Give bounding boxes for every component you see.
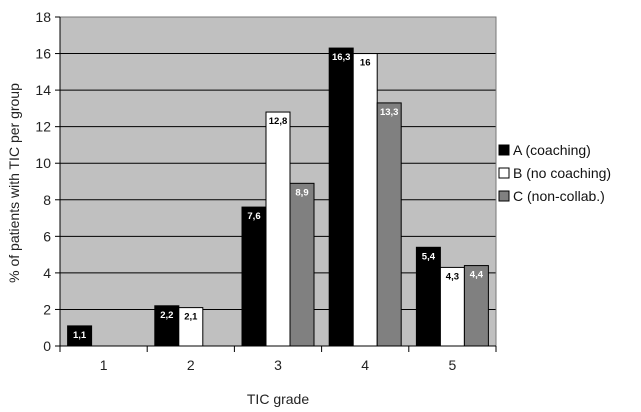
legend: A (coaching) B (no coaching) C (non-collab… <box>498 142 611 204</box>
y-axis-title: % of patients with TIC per group <box>6 83 22 283</box>
data-label: 4,4 <box>470 270 484 281</box>
y-tick-label: 6 <box>43 228 51 244</box>
bar-a-grade-5 <box>415 246 441 347</box>
data-label: 4,3 <box>446 271 459 282</box>
data-label: 1,1 <box>73 330 87 341</box>
bar-a-grade-2 <box>154 305 180 347</box>
data-label: 5,4 <box>422 251 436 262</box>
legend-swatch <box>498 167 510 179</box>
bar-b-grade-5 <box>439 266 465 347</box>
data-label: 8,9 <box>295 187 308 198</box>
y-axis: 0 2 4 6 8 10 12 14 16 18 <box>35 9 61 354</box>
legend-label: A (coaching) <box>513 142 591 158</box>
x-axis: 1 2 3 4 5 <box>59 345 497 373</box>
x-tick-label: 4 <box>361 357 369 373</box>
x-tick-label: 1 <box>100 357 108 373</box>
y-tick-label: 14 <box>35 82 51 98</box>
legend-label: C (non-collab.) <box>513 188 605 204</box>
data-label: 16,3 <box>332 52 351 63</box>
legend-label: B (no coaching) <box>513 165 611 181</box>
y-tick-label: 16 <box>35 46 51 62</box>
y-tick-label: 2 <box>43 301 51 317</box>
y-tick-label: 18 <box>35 9 51 25</box>
bar-b-grade-4 <box>352 53 378 347</box>
x-axis-title: TIC grade <box>247 391 309 407</box>
legend-swatch <box>498 144 510 156</box>
bar-b-grade-3 <box>265 111 291 347</box>
y-tick-label: 0 <box>43 338 51 354</box>
data-label: 13,3 <box>380 107 399 118</box>
x-tick-label: 2 <box>187 357 195 373</box>
bar-a-grade-3 <box>241 206 267 347</box>
bar-c-grade-3 <box>289 182 315 347</box>
legend-swatch <box>498 190 510 202</box>
bar-a-grade-4 <box>328 47 354 347</box>
data-label: 2,1 <box>184 312 198 323</box>
data-label: 12,8 <box>269 116 288 127</box>
x-tick-label: 3 <box>274 357 282 373</box>
bar-b-grade-2 <box>178 307 204 347</box>
y-tick-label: 8 <box>43 192 51 208</box>
plot-area: 1,1 2,2 2,1 7,6 12,8 8,9 16,3 16 13,3 5,4 4,3 4,4 <box>59 16 497 347</box>
x-tick-label: 5 <box>449 357 457 373</box>
y-tick-label: 4 <box>43 265 51 281</box>
bar-c-grade-4 <box>376 102 402 347</box>
y-tick-label: 10 <box>35 155 51 171</box>
data-label: 16 <box>360 58 371 69</box>
data-label: 2,2 <box>160 310 173 321</box>
data-label: 7,6 <box>247 211 260 222</box>
y-tick-label: 12 <box>35 119 51 135</box>
